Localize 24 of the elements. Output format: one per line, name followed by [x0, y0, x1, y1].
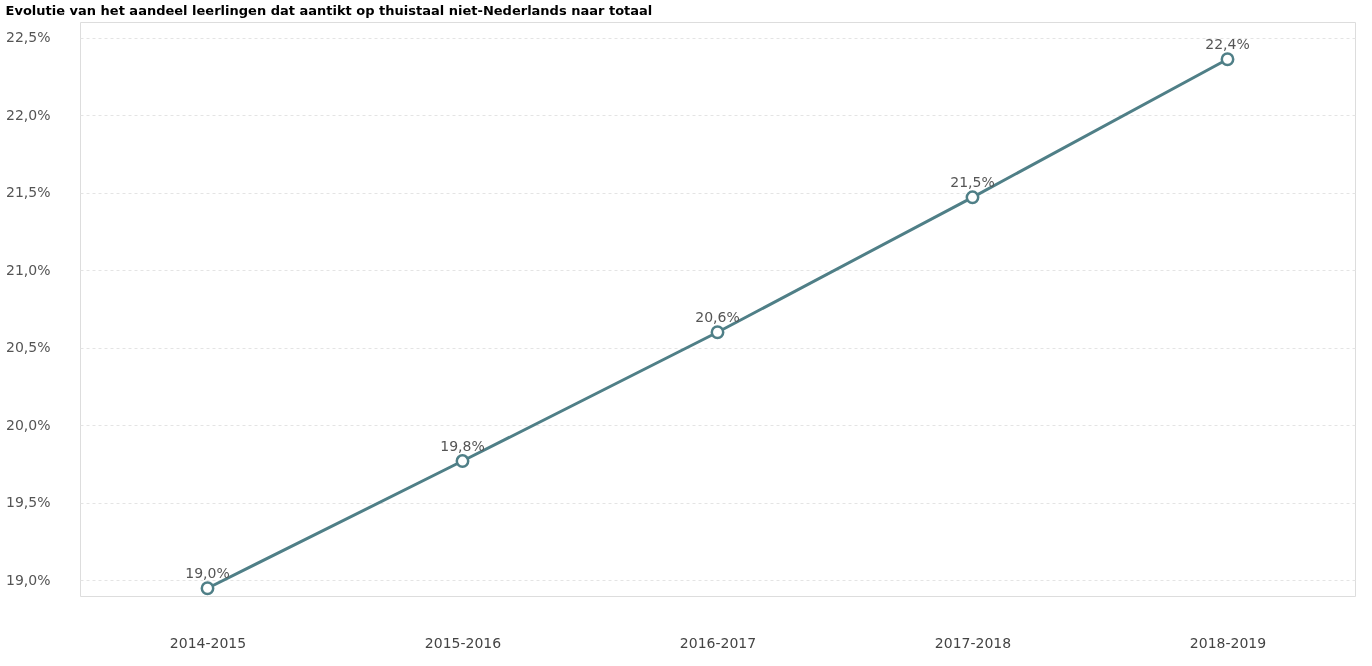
y-tick-label: 21,0% [6, 261, 51, 278]
y-tick-label: 19,0% [6, 571, 51, 588]
point [710, 325, 725, 340]
y-tick-label: 19,5% [6, 494, 51, 511]
point [200, 581, 215, 596]
y-tick-label: 20,0% [6, 416, 51, 433]
x-tick-label: 2014-2015 [169, 634, 247, 651]
data-label: 19,8% [440, 438, 485, 455]
x-tick-label: 2015-2016 [424, 634, 502, 651]
y-tick-label: 22,0% [6, 106, 51, 123]
x-tick-label: 2018-2019 [1189, 634, 1267, 651]
chart-title: Evolutie van het aandeel leerlingen dat aantikt op thuistaal niet-Nederlands naar totaal [5, 3, 653, 18]
point [965, 190, 980, 205]
data-label: 20,6% [695, 309, 740, 326]
y-tick-label: 20,5% [6, 339, 51, 356]
y-tick-label: 22,5% [6, 29, 51, 46]
point [455, 454, 470, 468]
data-label: 22,4% [1205, 36, 1250, 53]
y-tick-label: 21,5% [6, 184, 51, 201]
point [1220, 52, 1235, 67]
x-tick-label: 2016-2017 [679, 634, 757, 651]
x-tick-label: 2017-2018 [934, 634, 1012, 651]
data-label: 19,0% [185, 565, 230, 582]
data-label: 21,5% [950, 174, 995, 191]
